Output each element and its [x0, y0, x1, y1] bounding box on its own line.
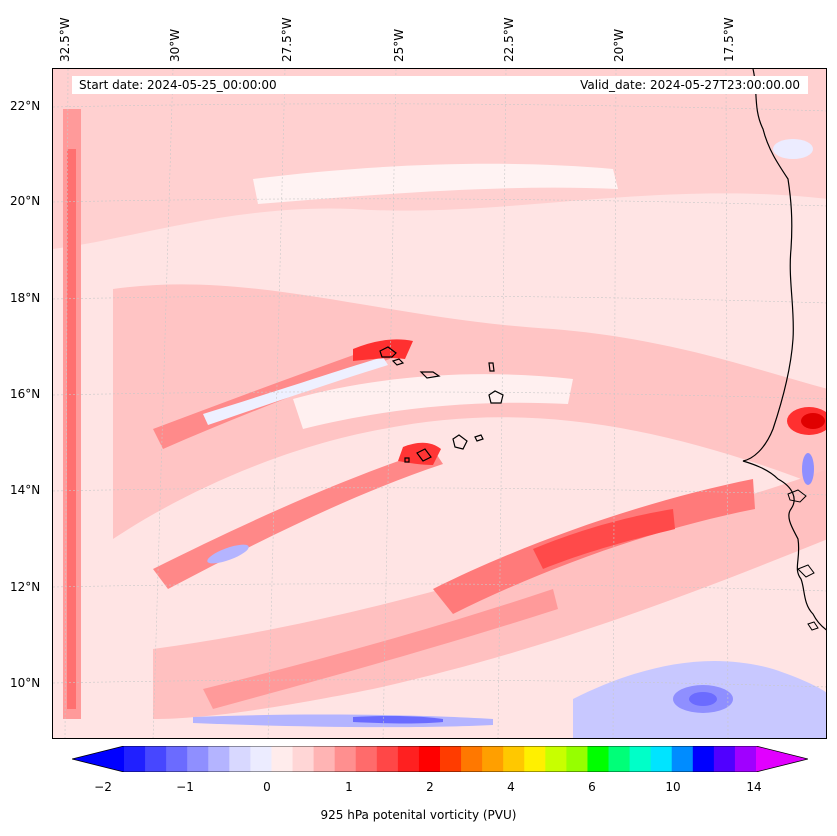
longitude-label: 30°W	[168, 28, 182, 62]
colorbar-tick-label: 0	[263, 780, 271, 794]
colorbar-segment	[461, 746, 483, 772]
colorbar-segment	[166, 746, 188, 772]
colorbar-tick-label: 1	[345, 780, 353, 794]
colorbar-tick-label: 4	[507, 780, 515, 794]
longitude-label: 32.5°W	[58, 17, 72, 62]
africa-coastline	[742, 69, 826, 631]
valid-date-label: Valid_date: 2024-05-27T23:00:00.00	[580, 78, 800, 92]
colorbar-segment	[713, 746, 736, 772]
colorbar-tick-label: 2	[426, 780, 434, 794]
colorbar-segment	[671, 746, 694, 772]
colorbar-segment	[524, 746, 546, 772]
colorbar-tick-label: −2	[94, 780, 112, 794]
map-panel	[52, 68, 827, 739]
colorbar-segment	[503, 746, 525, 772]
colorbar-segment	[650, 746, 673, 772]
longitude-label: 17.5°W	[722, 17, 736, 62]
colorbar-tick-label: 6	[588, 780, 596, 794]
colorbar-segment	[397, 746, 420, 772]
colorbar-segment	[145, 746, 167, 772]
colorbar-segment	[629, 746, 652, 772]
colorbar-min-arrow	[72, 746, 124, 772]
colorbar-segment	[376, 746, 399, 772]
colorbar-segment	[545, 746, 567, 772]
colorbar-max-arrow	[756, 746, 808, 772]
colorbar-segment	[292, 746, 315, 772]
potential-vorticity-field	[53, 69, 826, 738]
latitude-label: 18°N	[10, 291, 41, 305]
colorbar-segment	[440, 746, 462, 772]
colorbar-segment	[587, 746, 610, 772]
start-date-label: Start date: 2024-05-25_00:00:00	[79, 78, 277, 92]
colorbar-segment	[313, 746, 336, 772]
colorbar-segment	[187, 746, 209, 772]
colorbar-segment	[334, 746, 357, 772]
latitude-label: 22°N	[10, 99, 41, 113]
colorbar-tick-label: 14	[746, 780, 762, 794]
latitude-label: 12°N	[10, 580, 41, 594]
latitude-label: 14°N	[10, 483, 41, 497]
colorbar-segment	[250, 746, 272, 772]
colorbar-segment	[229, 746, 251, 772]
colorbar-segment	[355, 746, 378, 772]
cabo-verde-islands	[379, 346, 504, 463]
colorbar	[72, 746, 808, 772]
date-info-bar: Start date: 2024-05-25_00:00:00 Valid_da…	[72, 76, 808, 94]
colorbar-segment	[271, 746, 294, 772]
longitude-label: 22.5°W	[502, 17, 516, 62]
longitude-label: 20°W	[612, 28, 626, 62]
longitude-label: 25°W	[392, 28, 406, 62]
latitude-label: 10°N	[10, 676, 41, 690]
colorbar-segment	[418, 746, 441, 772]
colorbar-tick-label: 10	[665, 780, 681, 794]
colorbar-segment	[482, 746, 504, 772]
colorbar-segment	[124, 746, 146, 772]
colorbar-segment	[734, 746, 757, 772]
colorbar-tick-label: −1	[176, 780, 194, 794]
colorbar-segment	[208, 746, 230, 772]
colorbar-segment	[566, 746, 588, 772]
latitude-label: 16°N	[10, 387, 41, 401]
latitude-label: 20°N	[10, 194, 41, 208]
longitude-label: 27.5°W	[280, 17, 294, 62]
colorbar-label: 925 hPa potenital vorticity (PVU)	[320, 808, 517, 822]
colorbar-segment	[692, 746, 715, 772]
colorbar-segment	[608, 746, 631, 772]
